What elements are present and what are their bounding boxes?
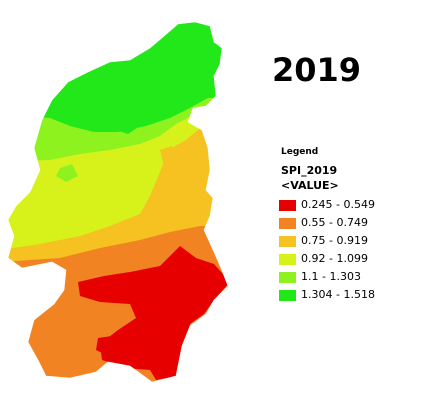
legend-swatch [279, 217, 296, 229]
legend-class-2: 0.55 - 0.749 [279, 214, 419, 232]
legend-class-label: 0.245 - 0.549 [301, 198, 375, 211]
spi-zone-amber-speck [160, 146, 176, 166]
legend-class-label: 1.304 - 1.518 [301, 288, 375, 301]
legend-class-label: 0.75 - 0.919 [301, 234, 368, 247]
legend-class-label: 1.1 - 1.303 [301, 270, 361, 283]
spi-zone-red-patch [96, 336, 120, 356]
legend-class-6: 1.304 - 1.518 [279, 286, 419, 304]
legend-swatch [279, 253, 296, 265]
legend-class-label: 0.55 - 0.749 [301, 216, 368, 229]
legend-swatch [279, 199, 296, 211]
year-title: 2019 [272, 51, 362, 89]
spi-zone-lightgreen-speck [56, 164, 78, 182]
legend-swatch [279, 289, 296, 301]
legend-class-5: 1.1 - 1.303 [279, 268, 419, 286]
legend-class-4: 0.92 - 1.099 [279, 250, 419, 268]
legend-class-label: 0.92 - 1.099 [301, 252, 368, 265]
legend-class-list: 0.245 - 0.549 0.55 - 0.749 0.75 - 0.919 … [279, 196, 419, 304]
legend-class-3: 0.75 - 0.919 [279, 232, 419, 250]
legend-heading: Legend [281, 147, 319, 157]
legend-value-label: <VALUE> [281, 179, 339, 192]
spi-zone-green-speck [116, 116, 140, 134]
legend-swatch [279, 271, 296, 283]
legend: Legend SPI_2019 <VALUE> 0.245 - 0.549 0.… [279, 146, 419, 304]
legend-class-1: 0.245 - 0.549 [279, 196, 419, 214]
legend-swatch [279, 235, 296, 247]
legend-field-name: SPI_2019 [281, 164, 338, 177]
